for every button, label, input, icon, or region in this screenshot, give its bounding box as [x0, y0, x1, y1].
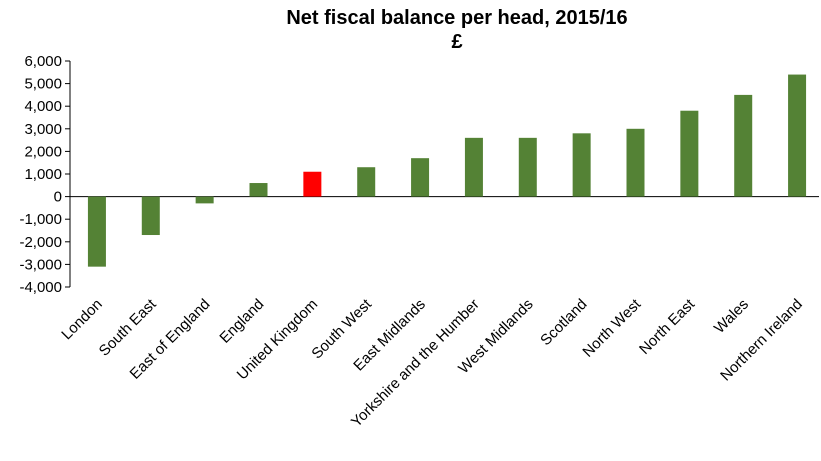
bars — [87, 74, 807, 267]
x-tick-label: England — [216, 296, 267, 347]
bar — [141, 196, 160, 236]
x-tick-label: London — [58, 296, 105, 343]
bar — [357, 167, 376, 197]
y-tick-label: -2,000 — [19, 234, 62, 251]
bar — [303, 171, 322, 197]
bar — [464, 137, 483, 197]
x-tick-label: Wales — [711, 296, 752, 337]
x-tick-label: Scotland — [537, 296, 590, 349]
x-tick-label: North West — [579, 295, 644, 360]
y-tick-label: 5,000 — [24, 76, 62, 93]
chart-title: Net fiscal balance per head, 2015/16 — [286, 7, 627, 29]
bar — [572, 133, 591, 197]
bar — [195, 196, 214, 204]
y-tick-label: 2,000 — [24, 143, 62, 160]
bar — [680, 110, 699, 197]
bar — [518, 137, 537, 197]
y-tick-label: 6,000 — [24, 53, 62, 70]
y-tick-label: -3,000 — [19, 256, 62, 273]
chart-subtitle: £ — [451, 31, 462, 53]
y-axis: 6,000 5,000 4,000 3,000 2,000 1,000 0 -1,000 -2,… — [19, 53, 819, 296]
y-tick-label: 4,000 — [24, 98, 62, 115]
bar — [249, 183, 268, 197]
bar — [87, 196, 106, 267]
bar — [788, 74, 807, 197]
y-tick-label: -4,000 — [19, 279, 62, 296]
y-tick-label: 0 — [54, 189, 62, 206]
y-tick-label: 3,000 — [24, 121, 62, 138]
bar — [734, 94, 753, 197]
bar — [626, 128, 645, 197]
y-tick-label: -1,000 — [19, 211, 62, 228]
x-tick-label: North East — [636, 295, 699, 358]
bar — [411, 158, 430, 197]
y-tick-label: 1,000 — [24, 166, 62, 183]
